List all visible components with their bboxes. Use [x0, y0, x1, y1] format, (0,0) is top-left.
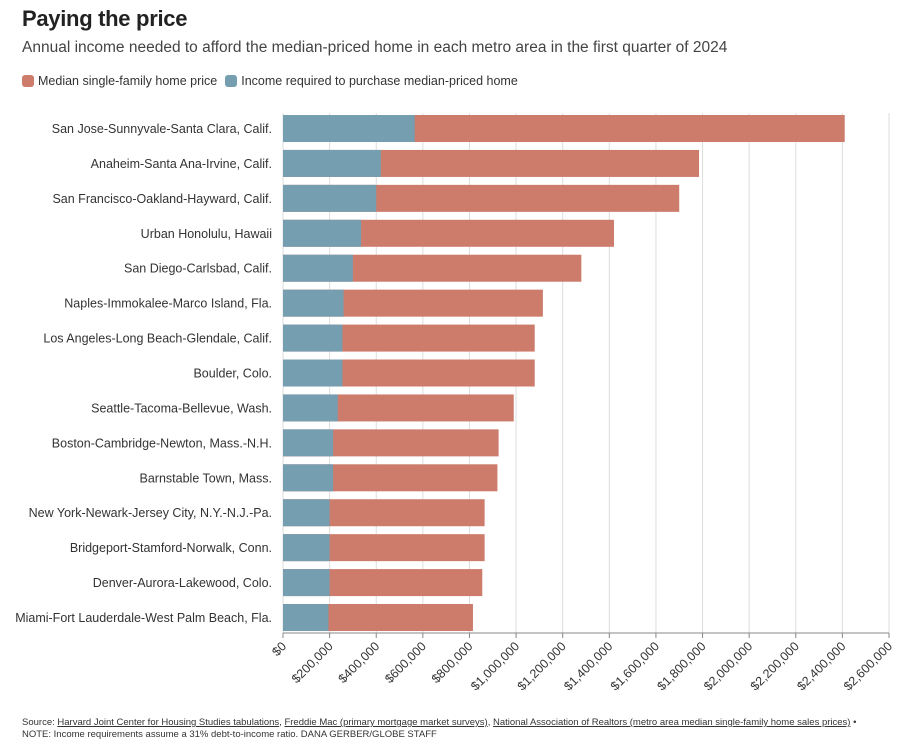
bar-income-required — [283, 464, 334, 492]
legend-swatch-home-price — [22, 75, 34, 87]
legend-item-home-price: Median single-family home price — [22, 74, 217, 88]
x-tick-label: $400,000 — [336, 639, 383, 686]
x-tick-label: $2,400,000 — [794, 639, 848, 693]
x-tick-label: $2,600,000 — [841, 639, 895, 693]
source-separator-3: • — [850, 717, 857, 728]
category-label: New York-Newark-Jersey City, N.Y.-N.J.-P… — [29, 506, 272, 520]
source-link-harvard[interactable]: Harvard Joint Center for Housing Studies… — [57, 717, 280, 728]
note-line: NOTE: Income requirements assume a 31% d… — [22, 729, 437, 740]
source-line: Source: Harvard Joint Center for Housing… — [22, 717, 902, 729]
x-tick-label: $2,200,000 — [748, 639, 802, 693]
category-label: Naples-Immokalee-Marco Island, Fla. — [64, 297, 272, 311]
category-label: San Diego-Carlsbad, Calif. — [124, 262, 272, 276]
bar-chart: $0 $200,000 $400,000 $600,000 $800,000$1,000… — [15, 113, 895, 693]
bar-income-required — [283, 324, 343, 352]
bar-income-required — [283, 115, 415, 142]
legend-item-income: Income required to purchase median-price… — [225, 74, 518, 88]
x-tick-label: $200,000 — [289, 639, 336, 686]
bar-income-required — [283, 184, 377, 212]
bar-income-required — [283, 499, 330, 527]
source-separator-2: , — [487, 717, 493, 728]
category-label: San Jose-Sunnyvale-Santa Clara, Calif. — [52, 122, 272, 136]
bar-income-required — [283, 569, 330, 597]
x-tick-label: $1,800,000 — [655, 639, 709, 693]
category-label: Bridgeport-Stamford-Norwalk, Conn. — [70, 541, 272, 555]
bar-income-required — [283, 289, 344, 317]
x-tick-label: $2,000,000 — [701, 639, 755, 693]
category-label: Boston-Cambridge-Newton, Mass.-N.H. — [52, 436, 272, 450]
chart-footer: Source: Harvard Joint Center for Housing… — [22, 717, 902, 741]
bar-income-required — [283, 534, 330, 562]
source-link-freddie-mac[interactable]: Freddie Mac (primary mortgage market sur… — [284, 717, 488, 728]
category-label: Miami-Fort Lauderdale-West Palm Beach, F… — [15, 611, 272, 625]
category-label: Anaheim-Santa Ana-Irvine, Calif. — [91, 157, 272, 171]
chart-title: Paying the price — [22, 6, 188, 31]
source-link-nar[interactable]: National Association of Realtors (metro … — [493, 717, 851, 728]
x-tick-label: $600,000 — [382, 639, 429, 686]
legend-label-income: Income required to purchase median-price… — [241, 74, 518, 88]
x-tick-label: $800,000 — [429, 639, 476, 686]
bar-income-required — [283, 604, 329, 632]
chart-subtitle: Annual income needed to afford the media… — [22, 39, 728, 56]
category-label: Seattle-Tacoma-Bellevue, Wash. — [91, 401, 272, 415]
bar-income-required — [283, 394, 338, 422]
legend-swatch-income — [225, 75, 238, 87]
bar-income-required — [283, 254, 353, 282]
legend-label-home-price: Median single-family home price — [38, 74, 218, 88]
bar-income-required — [283, 359, 343, 387]
category-label: Urban Honolulu, Hawaii — [141, 227, 272, 241]
category-label: Los Angeles-Long Beach-Glendale, Calif. — [43, 332, 272, 346]
bar-income-required — [283, 429, 334, 457]
category-label: San Francisco-Oakland-Hayward, Calif. — [52, 192, 272, 206]
x-tick-label: $1,400,000 — [561, 639, 615, 693]
category-label: Denver-Aurora-Lakewood, Colo. — [93, 576, 272, 590]
bar-income-required — [283, 149, 381, 177]
x-tick-label: $1,200,000 — [515, 639, 569, 693]
x-tick-label: $1,000,000 — [468, 639, 522, 693]
x-tick-label: $0 — [269, 639, 289, 659]
bar-income-required — [283, 219, 362, 247]
category-label: Barnstable Town, Mass. — [140, 471, 272, 485]
x-tick-label: $1,600,000 — [608, 639, 662, 693]
category-label: Boulder, Colo. — [193, 367, 272, 381]
source-prefix: Source: — [22, 717, 55, 728]
source-separator-1: , — [279, 717, 285, 728]
chart-legend: Median single-family home price Income r… — [22, 74, 526, 88]
